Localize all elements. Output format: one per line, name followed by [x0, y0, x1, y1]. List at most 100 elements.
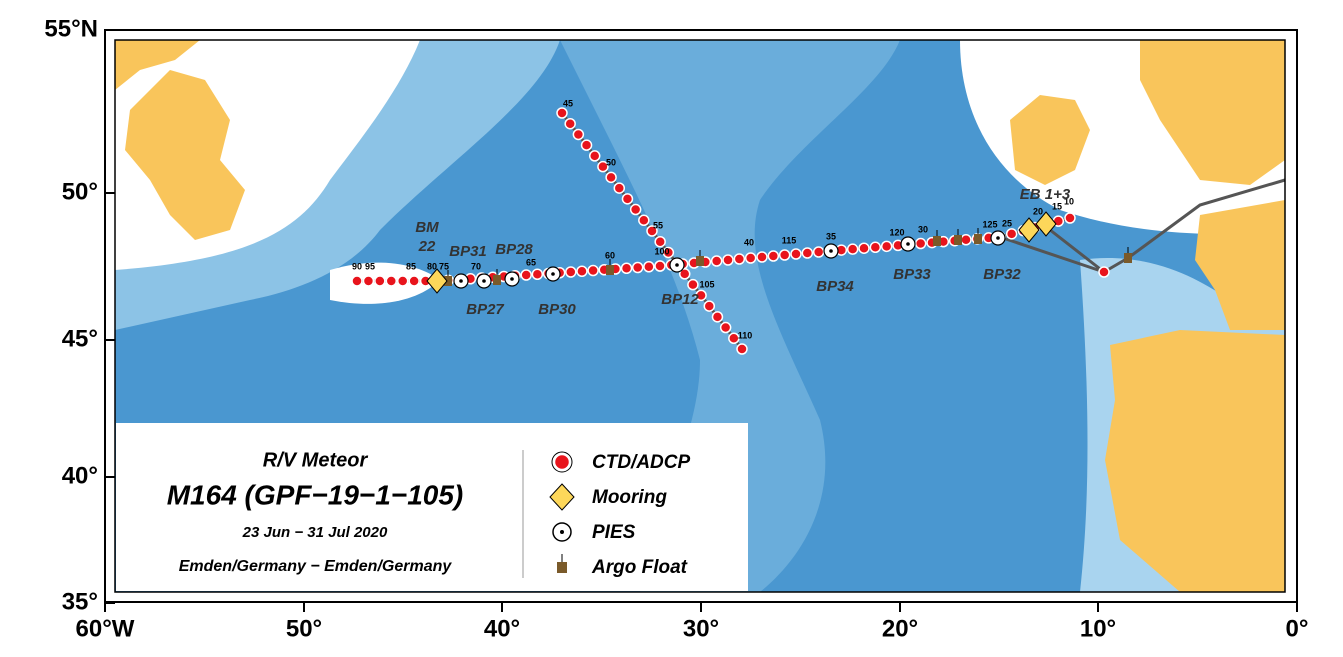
pies-dot	[675, 263, 679, 267]
station-number: 95	[365, 261, 375, 271]
site-label: BP12	[661, 291, 699, 308]
station-number: 90	[352, 261, 362, 271]
argo-float	[974, 234, 982, 244]
ctd-station	[744, 252, 757, 264]
route: Emden/Germany − Emden/Germany	[179, 558, 453, 575]
station-number: 15	[1052, 201, 1062, 211]
stations	[351, 107, 1132, 355]
ctd-station	[678, 268, 691, 280]
station-number: 120	[889, 227, 904, 237]
station-number: 60	[605, 250, 615, 260]
argo-float	[954, 235, 962, 245]
ctd-station	[703, 300, 716, 312]
site-label: BM	[415, 219, 439, 236]
legend-label: CTD/ADCP	[592, 452, 690, 473]
lon-label: 60°W	[76, 615, 135, 642]
ctd-station	[812, 246, 825, 258]
mooring	[1018, 217, 1040, 243]
ctd-station	[654, 235, 666, 248]
station-number: 25	[1002, 218, 1012, 228]
legend-argo	[557, 562, 567, 573]
ctd-station	[756, 251, 768, 263]
ctd-station	[587, 264, 599, 277]
iberia	[1105, 330, 1285, 592]
ctd-station	[880, 240, 893, 253]
cruise-name: M164 (GPF−19−1−105)	[167, 479, 464, 510]
pies-dot	[829, 249, 833, 253]
ctd-station	[869, 241, 882, 254]
lon-label: 50°	[286, 615, 322, 642]
ctd-station	[719, 321, 732, 334]
ctd-station	[733, 253, 746, 265]
ctd-station	[1005, 228, 1018, 240]
ctd-station	[605, 171, 617, 184]
pies-dot	[551, 272, 555, 276]
pies-dot	[906, 242, 910, 246]
station-number: 45	[563, 98, 573, 108]
ctd-station	[646, 225, 658, 237]
station-number: 55	[653, 220, 663, 230]
britain	[1140, 40, 1285, 185]
lat-label: 35°	[62, 588, 98, 615]
legend: R/V Meteor M164 (GPF−19−1−105) 23 Jun − …	[116, 423, 748, 591]
france	[1195, 200, 1285, 330]
ctd-station	[396, 275, 409, 287]
station-number: 85	[406, 261, 416, 271]
pies-dot	[459, 279, 463, 283]
site-label: BP27	[466, 301, 504, 318]
ctd-station	[362, 275, 375, 287]
site-label: BP30	[538, 301, 576, 318]
newfoundland	[125, 70, 245, 240]
site-label: BP28	[495, 241, 533, 258]
ctd-station	[767, 250, 780, 262]
ctd-station	[790, 248, 802, 260]
lon-label: 10°	[1080, 615, 1116, 642]
inner-frame	[114, 39, 1286, 593]
ctd-station	[613, 182, 626, 194]
argo-float	[696, 256, 704, 266]
pies-dot	[996, 236, 1000, 240]
ctd-station	[722, 254, 734, 266]
legend-ctd-ring	[551, 451, 573, 473]
ctd-station	[621, 193, 634, 205]
ctd-station	[654, 260, 666, 272]
ctd-station	[638, 214, 650, 227]
ireland	[1010, 95, 1090, 185]
mooring	[426, 268, 448, 294]
ctd-station	[846, 243, 859, 255]
lon-label: 40°	[484, 615, 520, 642]
station-number: 70	[471, 261, 481, 271]
ctd-station	[710, 255, 723, 267]
ctd-station	[385, 275, 398, 287]
ctd-station	[858, 242, 870, 254]
ctd-station	[556, 107, 568, 119]
argo-float	[444, 276, 452, 286]
legend-box	[116, 423, 748, 591]
station-number: 50	[606, 157, 616, 167]
station-number: 10	[1064, 196, 1074, 206]
ctd-station	[631, 261, 644, 274]
station-number: 30	[918, 224, 928, 234]
legend-ctd	[552, 452, 572, 472]
site-label: BP34	[816, 278, 854, 295]
site-label: BP32	[983, 266, 1021, 283]
pies-dot	[482, 279, 486, 283]
legend-pies-dot	[560, 530, 564, 534]
lon-label: 20°	[882, 615, 918, 642]
site-label: BP31	[449, 243, 487, 260]
ctd-station	[1064, 212, 1076, 224]
legend-label: Mooring	[592, 487, 667, 508]
station-number: 115	[782, 235, 797, 245]
ctd-station	[531, 268, 544, 280]
ctd-station	[687, 278, 699, 291]
lat-label: 45°	[62, 325, 98, 352]
ctd-station	[564, 117, 576, 130]
ctd-station	[408, 275, 420, 287]
ctd-station	[695, 289, 707, 302]
station-number: 65	[526, 257, 536, 267]
site-label: EB 1+3	[1020, 186, 1071, 203]
ctd-station	[588, 150, 601, 162]
argo-float	[493, 275, 501, 285]
argo-float	[606, 265, 614, 275]
ctd-station	[565, 266, 577, 278]
